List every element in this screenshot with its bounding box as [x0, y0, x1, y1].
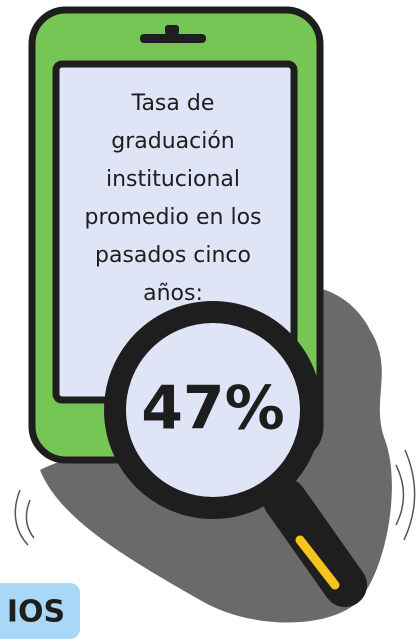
handle-highlight [295, 535, 340, 590]
motion-line [25, 499, 35, 539]
text-line: institucional [106, 167, 240, 192]
phone-speaker [140, 34, 206, 43]
motion-line [403, 449, 416, 541]
text-line: graduación [111, 129, 235, 154]
value-text: 47% [141, 374, 285, 444]
text-line: Tasa de [131, 91, 215, 116]
motion-line [14, 489, 29, 546]
description-text: Tasa de graduación institucional promedio e… [85, 91, 262, 306]
motion-line [395, 464, 405, 526]
label-text: IOS [7, 595, 65, 630]
phone-camera [165, 25, 179, 35]
text-line: pasados cinco [95, 243, 251, 268]
magnifier-handle [263, 478, 367, 607]
text-line: años: [143, 281, 203, 306]
magnifier-lens [104, 301, 322, 519]
label-tag [0, 583, 80, 639]
text-line: promedio en los [85, 205, 262, 230]
